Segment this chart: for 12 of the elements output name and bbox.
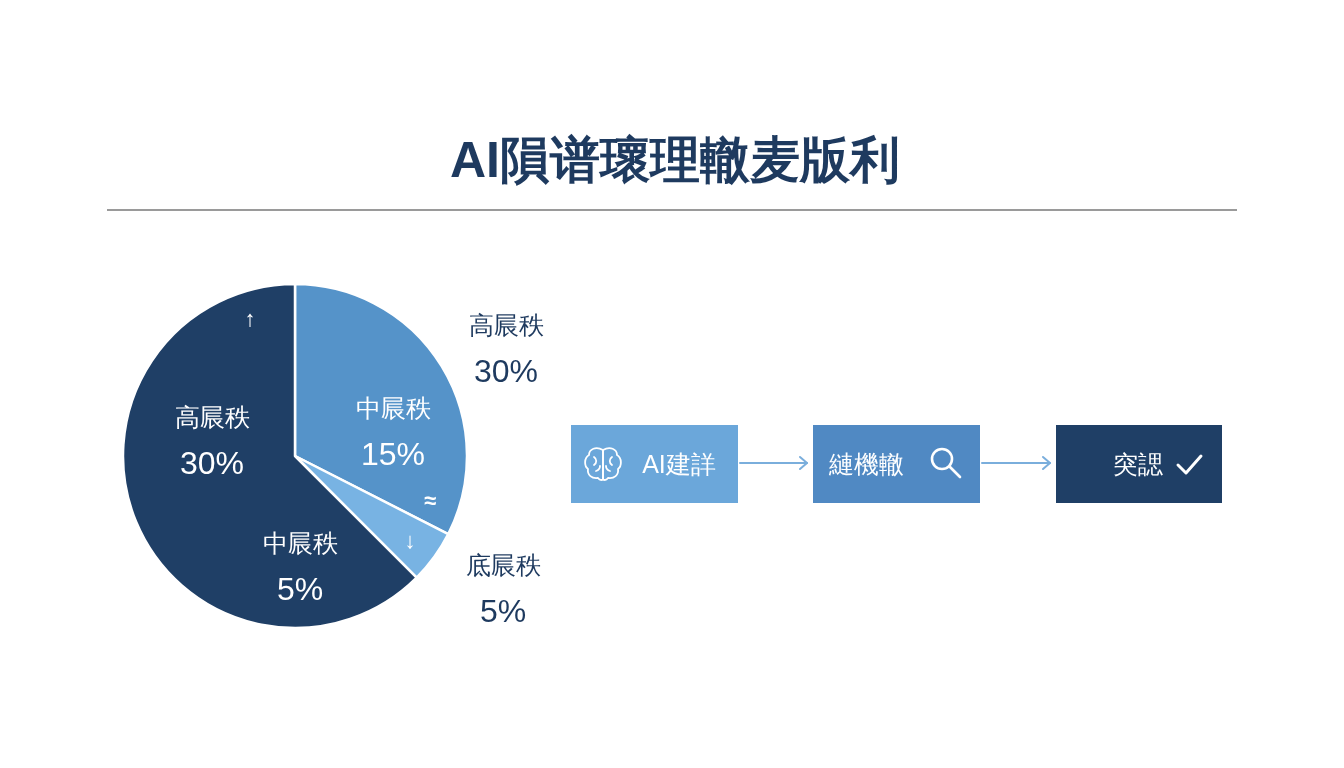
text: 中屒秩 5% bbox=[262, 529, 338, 607]
text: ↑ bbox=[244, 305, 256, 331]
text: 高屒秩 30% bbox=[174, 403, 250, 481]
text: 高屒秩 30% bbox=[468, 311, 544, 389]
text: 中屒秩 15% bbox=[355, 394, 431, 472]
text: ↓ bbox=[404, 527, 416, 553]
text: ≈ bbox=[423, 487, 437, 513]
text: 縺機轍 bbox=[827, 450, 904, 478]
text: 底屒秩 5% bbox=[465, 551, 541, 629]
text: 突諰 bbox=[1113, 450, 1163, 478]
text: AI建詳 bbox=[642, 450, 716, 478]
text: AI隕谱瓌理轍麦版利 bbox=[450, 132, 900, 188]
